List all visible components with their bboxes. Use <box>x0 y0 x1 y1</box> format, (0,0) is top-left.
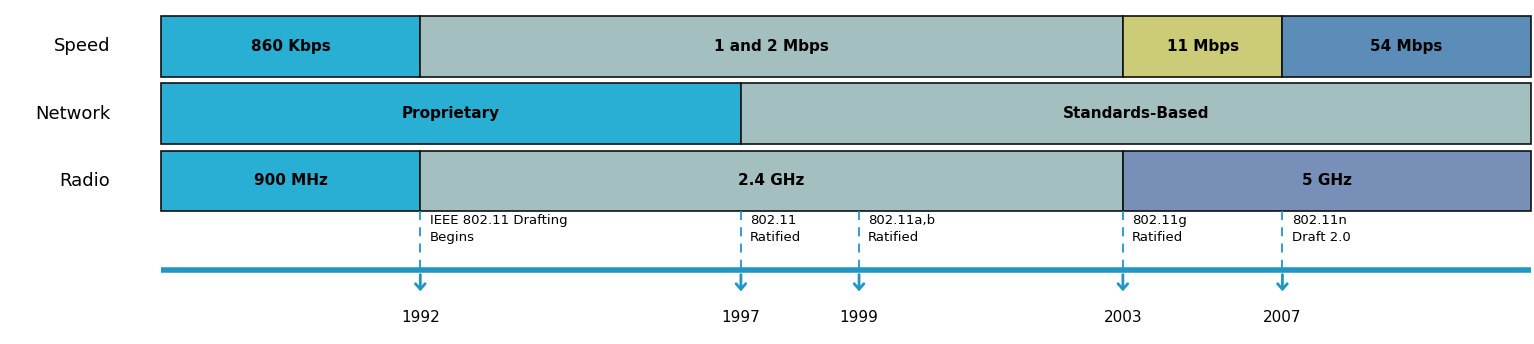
Text: 1992: 1992 <box>400 310 440 325</box>
Text: Proprietary: Proprietary <box>402 106 500 121</box>
Bar <box>420 17 1123 77</box>
Text: Speed: Speed <box>54 37 110 55</box>
Text: 2007: 2007 <box>1262 310 1302 325</box>
Text: 54 Mbps: 54 Mbps <box>1370 39 1443 54</box>
Text: 802.11a,b
Ratified: 802.11a,b Ratified <box>868 214 936 244</box>
Text: Network: Network <box>35 105 110 122</box>
Text: 1999: 1999 <box>839 310 879 325</box>
Text: 802.11
Ratified: 802.11 Ratified <box>750 214 801 244</box>
Text: 5 GHz: 5 GHz <box>1302 173 1351 188</box>
Bar <box>420 151 1123 211</box>
Bar <box>161 17 420 77</box>
Text: 2.4 GHz: 2.4 GHz <box>738 173 805 188</box>
Text: Radio: Radio <box>60 172 110 190</box>
Bar <box>161 83 741 144</box>
Text: 1 and 2 Mbps: 1 and 2 Mbps <box>715 39 828 54</box>
Text: 802.11n
Draft 2.0: 802.11n Draft 2.0 <box>1292 214 1350 244</box>
Bar <box>161 151 420 211</box>
Text: 11 Mbps: 11 Mbps <box>1166 39 1239 54</box>
Text: 802.11g
Ratified: 802.11g Ratified <box>1132 214 1187 244</box>
Text: 900 MHz: 900 MHz <box>253 173 328 188</box>
Bar <box>741 83 1531 144</box>
Bar <box>1282 17 1531 77</box>
Bar <box>1123 17 1282 77</box>
Text: IEEE 802.11 Drafting
Begins: IEEE 802.11 Drafting Begins <box>430 214 568 244</box>
Text: Standards-Based: Standards-Based <box>1063 106 1209 121</box>
Text: 2003: 2003 <box>1103 310 1143 325</box>
Bar <box>1123 151 1531 211</box>
Text: 860 Kbps: 860 Kbps <box>252 39 330 54</box>
Text: 1997: 1997 <box>721 310 761 325</box>
